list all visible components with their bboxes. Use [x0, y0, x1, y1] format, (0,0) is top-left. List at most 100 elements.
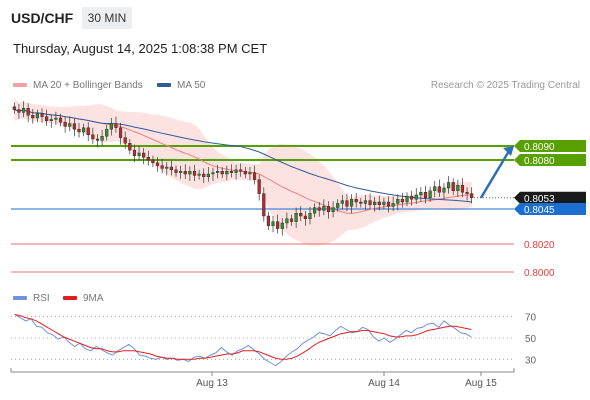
candle — [220, 170, 224, 175]
header: USD/CHF 30 MIN — [0, 0, 590, 36]
candle — [363, 200, 368, 204]
candle — [437, 186, 441, 193]
candle — [345, 200, 349, 207]
level-label-0.8080: 0.8080 — [524, 156, 555, 167]
candle — [179, 170, 183, 173]
ma50-label: MA 50 — [177, 80, 206, 91]
candle — [45, 116, 49, 121]
candle — [142, 152, 146, 158]
timeframe-badge[interactable]: 30 MIN — [82, 7, 132, 29]
datetime-label: Thursday, August 14, 2025 1:08:38 PM CET — [13, 41, 268, 56]
target-arrowhead — [503, 146, 514, 156]
candle — [58, 117, 63, 123]
legend-rsi: RSI — [13, 293, 50, 304]
candle — [391, 203, 395, 207]
candle — [216, 170, 220, 173]
candle — [63, 121, 67, 127]
target-arrow — [479, 150, 511, 199]
candle — [368, 200, 372, 206]
candle — [460, 184, 465, 193]
candle — [100, 135, 104, 141]
rsi-swatch — [13, 296, 27, 301]
rsi-label: RSI — [33, 293, 50, 304]
level-label-0.8000: 0.8000 — [524, 268, 555, 279]
candle — [91, 134, 95, 140]
candle — [386, 201, 391, 207]
candle — [229, 170, 234, 173]
candle — [428, 190, 432, 199]
candle — [128, 142, 132, 151]
candle — [225, 170, 229, 175]
ma50-line — [14, 109, 472, 203]
candle — [202, 173, 206, 177]
candle — [354, 198, 358, 203]
candle — [419, 191, 423, 196]
candle — [359, 201, 363, 204]
candle — [400, 198, 404, 203]
candle — [109, 123, 113, 130]
candle — [349, 198, 354, 207]
candle — [405, 196, 409, 203]
rsi-ma-line — [14, 314, 472, 360]
candle — [276, 221, 280, 229]
candle — [280, 222, 284, 229]
candle — [266, 215, 270, 227]
candle — [423, 191, 428, 198]
candle — [160, 165, 164, 169]
candle — [118, 127, 123, 138]
candle — [169, 166, 173, 170]
candle — [26, 107, 30, 116]
candle — [114, 123, 118, 128]
candle — [257, 179, 261, 194]
candle — [396, 198, 400, 204]
x-tick-label: Aug 14 — [368, 378, 400, 389]
rsi-level-label-70: 70 — [525, 313, 537, 324]
candle — [313, 207, 317, 214]
candle — [336, 203, 340, 208]
candle — [174, 169, 178, 173]
ma20-swatch — [13, 83, 27, 88]
candle — [285, 218, 289, 224]
level-label-0.8090: 0.8090 — [524, 142, 555, 153]
candle — [414, 194, 418, 200]
candle — [165, 166, 169, 169]
candle — [303, 215, 307, 219]
candle — [31, 114, 35, 119]
ma9-label: 9MA — [83, 293, 104, 304]
candle — [373, 201, 377, 205]
level-tag-0.8090 — [514, 140, 586, 152]
ma20-label: MA 20 + Bollinger Bands — [33, 80, 143, 91]
candle — [86, 127, 90, 136]
candle — [317, 207, 321, 211]
rsi-level-label-30: 30 — [525, 355, 537, 366]
candle — [271, 221, 275, 227]
legend-ma50: MA 50 — [157, 80, 205, 91]
symbol-title: USD/CHF — [11, 10, 74, 26]
candle — [197, 173, 201, 176]
candle — [211, 172, 215, 175]
level-label-0.8053: 0.8053 — [524, 194, 555, 205]
legend-9ma: 9MA — [63, 293, 104, 304]
candle — [322, 205, 326, 211]
candle — [239, 169, 243, 172]
ma9-swatch — [63, 296, 77, 301]
candle — [308, 212, 312, 219]
candle — [82, 127, 86, 133]
candle — [49, 119, 53, 122]
candle — [95, 138, 100, 141]
candle — [12, 106, 16, 110]
candle — [72, 123, 76, 130]
candle — [262, 193, 266, 217]
candle — [410, 196, 414, 200]
candle — [470, 193, 474, 199]
candle — [192, 170, 197, 176]
candle — [382, 201, 386, 205]
level-tag-0.8045 — [514, 203, 586, 215]
candle — [289, 218, 294, 222]
level-tag-0.8053 — [514, 191, 586, 204]
candle — [155, 162, 160, 166]
candle — [54, 117, 58, 120]
candle — [21, 107, 26, 113]
candle — [294, 212, 298, 222]
